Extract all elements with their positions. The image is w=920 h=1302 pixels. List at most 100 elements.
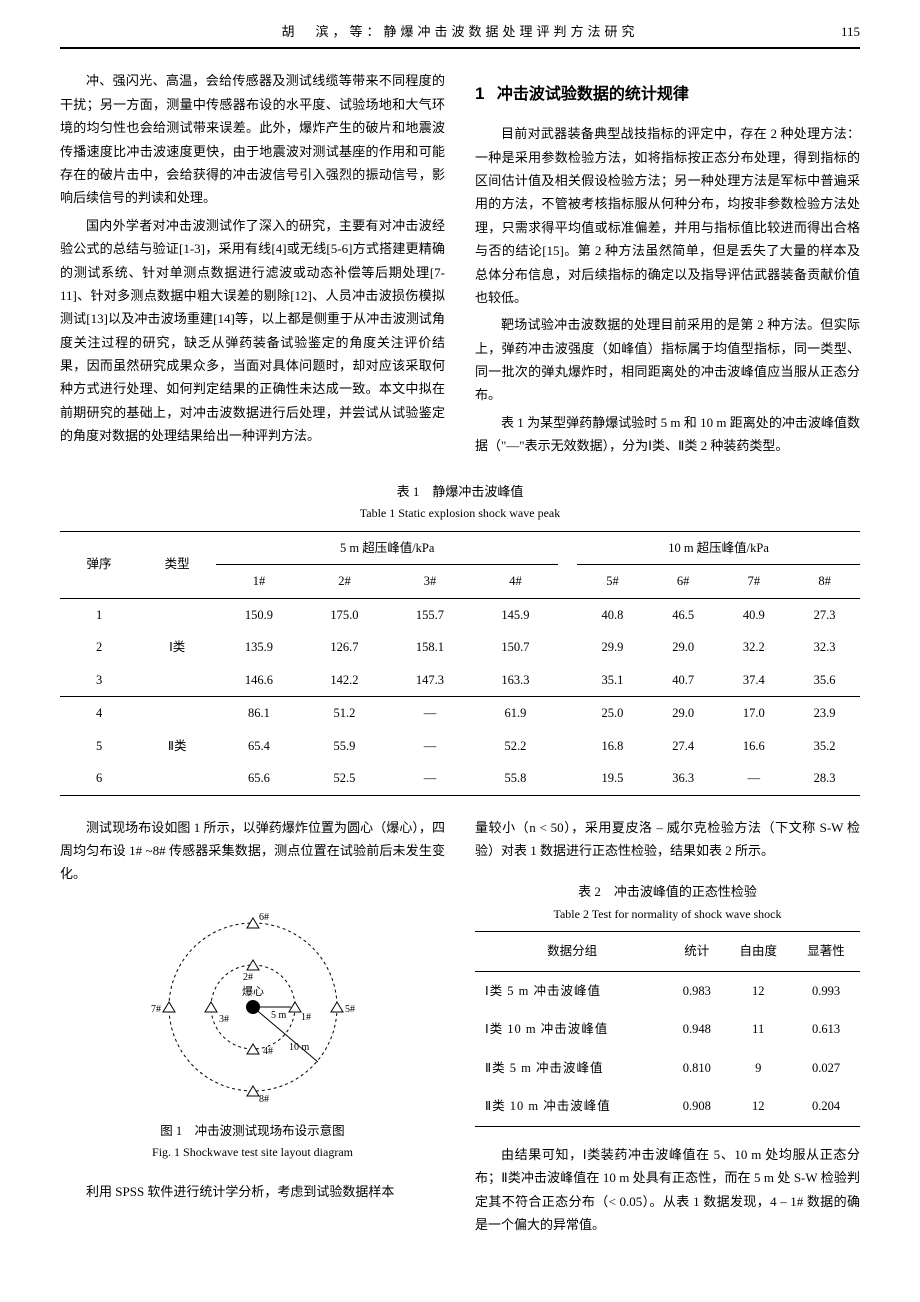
table2-caption-zh: 表 2 冲击波峰值的正态性检验 [475,880,860,903]
table-row: 665.652.5—55.819.536.3—28.3 [60,762,860,795]
table-cell [138,697,216,730]
table-cell: 32.2 [719,631,790,664]
table-cell [558,631,577,664]
table-cell: 0.613 [792,1010,860,1049]
table-cell: 55.8 [473,762,558,795]
table-cell: 29.0 [648,631,719,664]
table-cell: Ⅱ类 10 m 冲击波峰值 [475,1087,669,1126]
table-cell: 35.6 [789,664,860,697]
col-type: 类型 [138,531,216,598]
bottom-columns: 测试现场布设如图 1 所示，以弹药爆炸位置为圆心（爆心），四周均匀布设 1# ~… [60,816,860,1241]
table-cell: 35.2 [789,730,860,763]
table-row: Ⅱ类 10 m 冲击波峰值0.908120.204 [475,1087,860,1126]
table-cell: 0.983 [669,971,724,1010]
table-cell: 142.2 [302,664,387,697]
table-cell: 55.9 [302,730,387,763]
sec1-p2: 靶场试验冲击波数据的处理目前采用的是第 2 种方法。但实际上，弹药冲击波强度（如… [475,313,860,407]
group-10m: 10 m 超压峰值/kPa [577,531,860,565]
figure-1-diagram: 爆心 1# 2# 3# 4# [123,902,383,1112]
table-cell: Ⅰ类 5 m 冲击波峰值 [475,971,669,1010]
table-cell: — [387,730,472,763]
table-cell [558,730,577,763]
col-5: 5# [577,565,648,599]
t2-h3: 自由度 [724,932,792,972]
table-cell [558,762,577,795]
intro-paragraph-1: 冲、强闪光、高温，会给传感器及测试线缆等带来不同程度的干扰；另一方面，测量中传感… [60,69,445,209]
table-cell: 65.4 [216,730,301,763]
lbl-6: 6# [259,912,269,923]
sensor-5 [331,1002,343,1012]
fig-ref-paragraph: 测试现场布设如图 1 所示，以弹药爆炸位置为圆心（爆心），四周均匀布设 1# ~… [60,816,445,886]
table-cell: 0.204 [792,1087,860,1126]
col-1: 1# [216,565,301,599]
table-cell: — [387,762,472,795]
top-columns: 冲、强闪光、高温，会给传感器及测试线缆等带来不同程度的干扰；另一方面，测量中传感… [60,69,860,461]
table1-caption-zh: 表 1 静爆冲击波峰值 [60,480,860,503]
results-paragraph: 由结果可知，Ⅰ类装药冲击波峰值在 5、10 m 处均服从正态分布；Ⅱ类冲击波峰值… [475,1143,860,1237]
col-2: 2# [302,565,387,599]
table-cell: 23.9 [789,697,860,730]
table-cell: 28.3 [789,762,860,795]
table-2: 数据分组 统计 自由度 显著性 Ⅰ类 5 m 冲击波峰值0.983120.993… [475,931,860,1127]
table-row: Ⅰ类 5 m 冲击波峰值0.983120.993 [475,971,860,1010]
table-row: 3146.6142.2147.3163.335.140.737.435.6 [60,664,860,697]
table-cell: — [387,697,472,730]
table-cell: 16.6 [719,730,790,763]
table-cell [138,762,216,795]
table-cell: 86.1 [216,697,301,730]
table-cell: 12 [724,971,792,1010]
table-cell: 35.1 [577,664,648,697]
table-cell: 0.993 [792,971,860,1010]
table2-wrap: 数据分组 统计 自由度 显著性 Ⅰ类 5 m 冲击波峰值0.983120.993… [475,931,860,1127]
table-cell: 0.027 [792,1049,860,1088]
table-cell: Ⅰ类 10 m 冲击波峰值 [475,1010,669,1049]
table-cell: 40.9 [719,598,790,631]
bottom-left-column: 测试现场布设如图 1 所示，以弹药爆炸位置为圆心（爆心），四周均匀布设 1# ~… [60,816,445,1241]
table-cell: Ⅱ类 [138,730,216,763]
col-8: 8# [789,565,860,599]
table-cell [558,664,577,697]
bottom-right-column: 量较小（n < 50），采用夏皮洛 – 威尔克检验方法（下文称 S-W 检验）对… [475,816,860,1241]
table-row: Ⅱ类 5 m 冲击波峰值0.81090.027 [475,1049,860,1088]
table-cell: 155.7 [387,598,472,631]
col-6: 6# [648,565,719,599]
table-cell: 5 [60,730,138,763]
table-row: 5Ⅱ类65.455.9—52.216.827.416.635.2 [60,730,860,763]
t2-h1: 数据分组 [475,932,669,972]
table-row: Ⅰ类 10 m 冲击波峰值0.948110.613 [475,1010,860,1049]
table-cell [138,598,216,631]
table-cell: 163.3 [473,664,558,697]
header-spacer [60,20,120,43]
table-cell: 27.3 [789,598,860,631]
section-num: 1 [475,84,484,103]
section-1-title: 1 冲击波试验数据的统计规律 [475,79,860,110]
fig1-caption-en: Fig. 1 Shockwave test site layout diagra… [60,1142,445,1164]
table-cell: Ⅱ类 5 m 冲击波峰值 [475,1049,669,1088]
lbl-7: 7# [151,1004,161,1015]
continuation-p preceding: 量较小（n < 50），采用夏皮洛 – 威尔克检验方法（下文称 S-W 检验）对… [475,816,860,863]
running-title: 胡 滨，等：静爆冲击波数据处理评判方法研究 [120,20,800,43]
table2-body: Ⅰ类 5 m 冲击波峰值0.983120.993Ⅰ类 10 m 冲击波峰值0.9… [475,971,860,1126]
lbl-4: 4# [263,1046,273,1057]
table-cell: 3 [60,664,138,697]
table-cell: 1 [60,598,138,631]
lbl-3: 3# [219,1014,229,1025]
table-cell: 126.7 [302,631,387,664]
table-cell [558,697,577,730]
col-seq: 弹序 [60,531,138,598]
page-header: 胡 滨，等：静爆冲击波数据处理评判方法研究 115 [60,20,860,49]
lbl-r1: 5 m [271,1010,287,1021]
table-cell: 146.6 [216,664,301,697]
section-title-text: 冲击波试验数据的统计规律 [497,86,689,103]
table1-body: 1150.9175.0155.7145.940.846.540.927.32Ⅰ类… [60,598,860,795]
table-cell: 37.4 [719,664,790,697]
lbl-r2: 10 m [289,1042,310,1053]
col-3: 3# [387,565,472,599]
table-cell: 51.2 [302,697,387,730]
table-cell: 17.0 [719,697,790,730]
table-cell: 29.0 [648,697,719,730]
t2-h4: 显著性 [792,932,860,972]
table-cell: 135.9 [216,631,301,664]
table1-group-row: 弹序 类型 5 m 超压峰值/kPa 10 m 超压峰值/kPa [60,531,860,565]
gap [558,531,577,565]
